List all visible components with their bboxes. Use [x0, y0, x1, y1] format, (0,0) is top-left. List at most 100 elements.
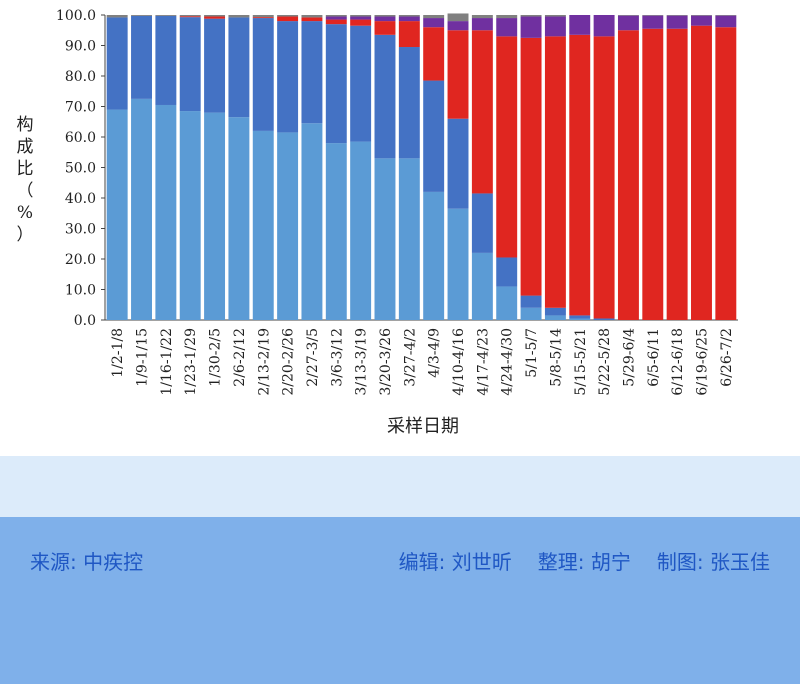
bar-segment [691, 15, 712, 16]
bar-segment [593, 15, 615, 37]
bar-segment [423, 27, 445, 81]
y-axis-label: 构成比（%） [17, 115, 34, 245]
x-tick-label: 1/16-1/22 [159, 328, 175, 396]
x-tick-label: 2/20-2/26 [281, 328, 297, 396]
bar-segment [252, 18, 274, 131]
bar-segment [301, 21, 323, 124]
bar-segment [520, 16, 542, 38]
x-tick-label: 3/20-3/26 [378, 328, 394, 396]
bar-segment [423, 18, 445, 28]
bar-segment [325, 15, 347, 17]
bar-segment [325, 19, 347, 25]
bar-segment [447, 208, 469, 320]
bar-segment [228, 15, 250, 18]
bar-segment [691, 15, 712, 26]
bar-segment [252, 130, 274, 320]
bar-segment [155, 15, 177, 16]
bar-segment [277, 21, 299, 133]
x-tick-label: 5/22-5/28 [597, 328, 613, 396]
bar-segment [715, 15, 737, 16]
bar-segment [277, 132, 299, 320]
x-tick-label: 2/6-2/12 [232, 328, 248, 387]
bar-segment [398, 15, 420, 17]
bar-segment [350, 16, 372, 20]
bar-segment [447, 13, 469, 22]
bar-segment [520, 37, 542, 296]
y-tick-label: 0.0 [74, 313, 96, 329]
bar-segment [398, 47, 420, 159]
bar-segment [496, 286, 518, 320]
x-tick-label: 6/19-6/25 [694, 328, 710, 396]
bar-segment [642, 15, 664, 29]
bar-segment [204, 16, 226, 19]
bar-segment [228, 17, 250, 118]
x-tick-label: 4/10-4/16 [451, 328, 467, 396]
bar-segment [423, 191, 445, 320]
bar-segment [350, 19, 372, 26]
bar-segment [301, 15, 323, 18]
bar-segment [277, 16, 299, 22]
bar-segment [350, 15, 372, 17]
bar-segment [496, 257, 518, 287]
bar-segment [106, 17, 128, 110]
bar-segment [374, 15, 396, 17]
bar-segment [252, 17, 274, 19]
bar-segment [544, 36, 566, 308]
bar-segment [544, 315, 566, 320]
bar-segment [569, 15, 591, 35]
x-tick-label: 6/26-7/2 [719, 328, 735, 387]
bar-segment [544, 307, 566, 316]
bar-segment [447, 118, 469, 209]
bar-segment [691, 25, 712, 321]
y-tick-label: 70.0 [65, 100, 96, 116]
bar-segment [715, 27, 737, 320]
x-tick-label: 3/13-3/19 [354, 328, 370, 396]
bar-segment [447, 21, 469, 31]
bar-segment [277, 15, 299, 17]
x-tick-label: 6/12-6/18 [670, 328, 686, 396]
bar-stacks [106, 13, 737, 321]
bar-segment [471, 193, 493, 253]
bar-segment [617, 15, 639, 16]
source-credit: 来源: 中疾控 [30, 550, 144, 574]
bar-segment [593, 36, 615, 319]
bar-segment [496, 15, 518, 19]
bar-segment [642, 28, 664, 320]
graphics-credit: 制图: 张玉佳 [656, 550, 770, 574]
bar-segment [471, 15, 493, 19]
x-tick-label: 1/23-1/29 [183, 328, 199, 396]
y-tick-label: 80.0 [65, 69, 96, 85]
bar-segment [374, 21, 396, 35]
bar-segment [496, 18, 518, 37]
staff-credits: 编辑: 刘世昕 整理: 胡宁 制图: 张玉佳 [399, 546, 770, 575]
bar-segment [666, 15, 688, 29]
x-tick-label: 3/27-4/2 [402, 328, 418, 387]
x-tick-label: 4/17-4/23 [475, 328, 491, 396]
bar-segment [204, 112, 226, 320]
x-tick-label: 5/1-5/7 [524, 328, 540, 378]
bar-segment [715, 15, 737, 28]
bar-segment [642, 15, 664, 16]
bar-segment [131, 15, 152, 16]
bar-segment [374, 34, 396, 159]
x-tick-label: 2/13-2/19 [256, 328, 272, 396]
bar-segment [423, 15, 445, 19]
y-tick-label: 20.0 [65, 252, 96, 268]
bar-segment [131, 98, 152, 321]
bar-segment [398, 16, 420, 22]
bar-segment [593, 318, 615, 320]
bar-segment [398, 158, 420, 320]
x-tick-label: 2/27-3/5 [305, 328, 321, 387]
bar-segment [496, 36, 518, 258]
stacked-bar-chart: 0.0 10.0 20.0 30.0 40.0 50.0 60.0 70.0 80.0 90.0 1… [17, 8, 738, 437]
bar-segment [204, 15, 226, 17]
bar-segment [155, 15, 177, 105]
credits-footer [0, 517, 800, 684]
x-tick-label: 4/24-4/30 [500, 328, 516, 396]
bar-segment [179, 111, 201, 320]
bar-segment [301, 17, 323, 22]
x-tick-label: 3/6-3/12 [329, 328, 345, 387]
bar-segment [520, 307, 542, 320]
bar-segment [155, 104, 177, 320]
editor-credit: 编辑: 刘世昕 [398, 550, 512, 574]
